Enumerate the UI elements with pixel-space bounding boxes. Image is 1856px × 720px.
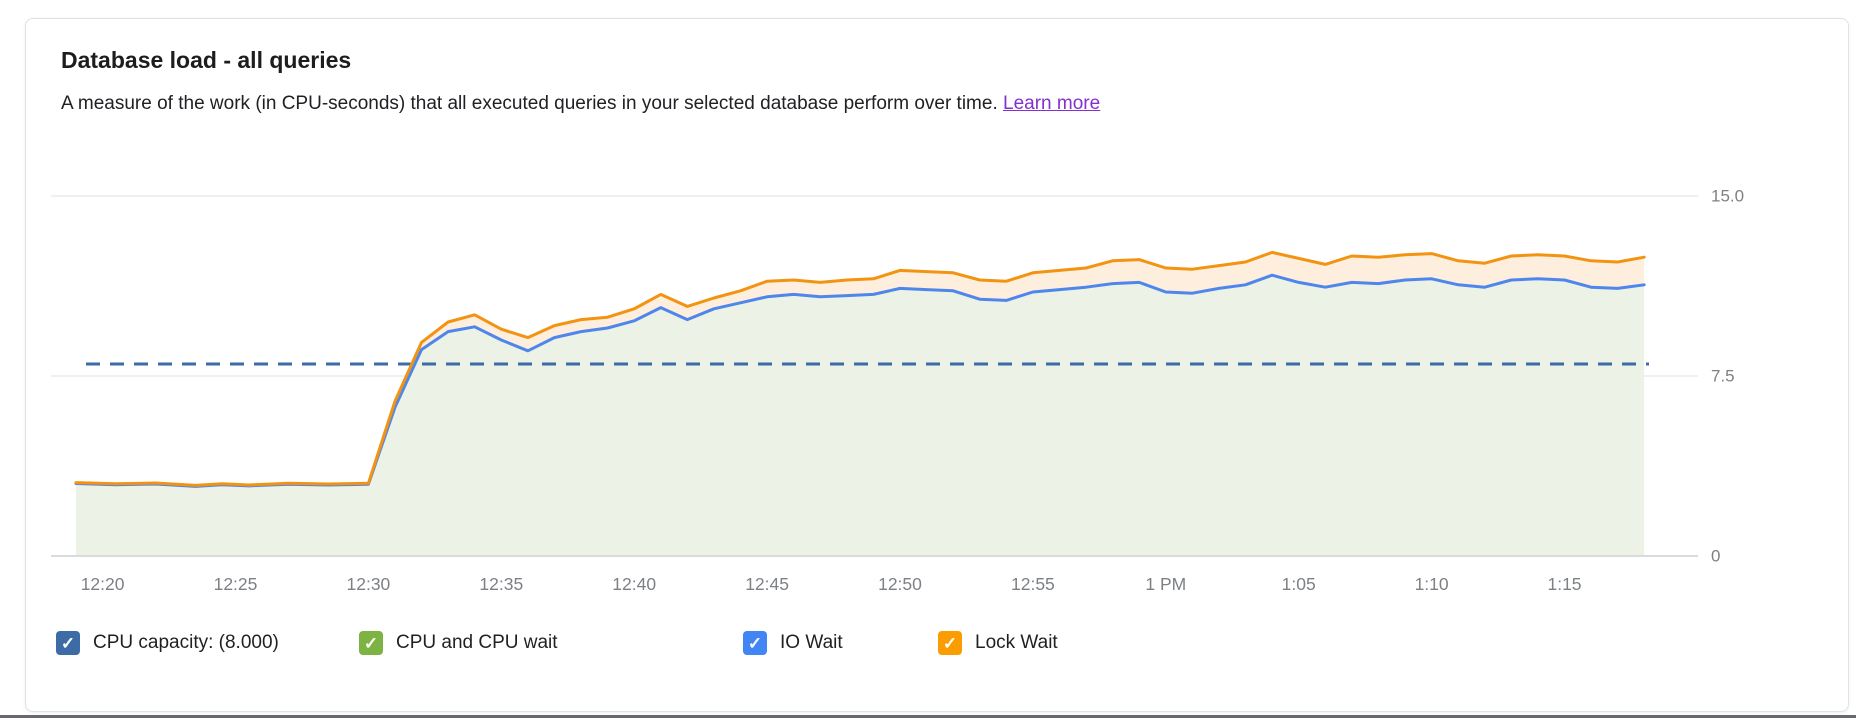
legend-checkbox[interactable]: ✓ xyxy=(56,631,80,655)
x-tick-label: 12:40 xyxy=(612,574,656,594)
x-tick-label: 12:50 xyxy=(878,574,922,594)
x-tick-label: 12:20 xyxy=(81,574,125,594)
y-tick-label: 15.0 xyxy=(1711,187,1744,206)
page-title: Database load - all queries xyxy=(61,47,352,73)
y-tick-label: 0 xyxy=(1711,547,1720,566)
x-tick-label: 12:30 xyxy=(347,574,391,594)
legend-checkbox[interactable]: ✓ xyxy=(359,631,383,655)
io-wait-line xyxy=(74,273,1646,488)
legend-item-cpu-and-cpu-wait[interactable]: ✓ CPU and CPU wait xyxy=(359,631,558,655)
db-load-chart[interactable]: 15.0 7.5 0 12:20 12:25 12:30 12:35 12:40 12:45 12… xyxy=(26,141,1848,621)
legend-item-io-wait[interactable]: ✓ IO Wait xyxy=(743,631,843,655)
x-tick-label: 1:15 xyxy=(1547,574,1581,594)
database-load-card: Database load - all queries A measure of… xyxy=(25,18,1849,712)
legend-label: CPU and CPU wait xyxy=(396,632,558,653)
legend-label: Lock Wait xyxy=(975,632,1058,653)
lock-wait-line xyxy=(74,250,1646,487)
y-tick-label: 7.5 xyxy=(1711,367,1735,386)
learn-more-link[interactable]: Learn more xyxy=(1003,93,1101,114)
cpu-and-cpu-wait-area xyxy=(76,275,1645,556)
legend-label: IO Wait xyxy=(780,632,843,653)
legend-label: CPU capacity: (8.000) xyxy=(93,632,279,653)
x-tick-label: 1:05 xyxy=(1282,574,1316,594)
x-tick-label: 12:35 xyxy=(479,574,523,594)
chart-description: A measure of the work (in CPU-seconds) t… xyxy=(61,93,1100,115)
legend-item-lock-wait[interactable]: ✓ Lock Wait xyxy=(938,631,1058,655)
legend-checkbox[interactable]: ✓ xyxy=(743,631,767,655)
legend-item-cpu-capacity-8-000[interactable]: ✓ CPU capacity: (8.000) xyxy=(56,631,279,655)
x-tick-label: 12:25 xyxy=(214,574,258,594)
lock-wait-band xyxy=(76,252,1645,487)
x-tick-label: 12:45 xyxy=(745,574,789,594)
bottom-divider xyxy=(0,715,1856,718)
legend-checkbox[interactable]: ✓ xyxy=(938,631,962,655)
x-tick-label: 1 PM xyxy=(1145,574,1186,594)
x-tick-label: 12:55 xyxy=(1011,574,1055,594)
x-tick-label: 1:10 xyxy=(1415,574,1449,594)
chart-description-text: A measure of the work (in CPU-seconds) t… xyxy=(61,93,998,114)
